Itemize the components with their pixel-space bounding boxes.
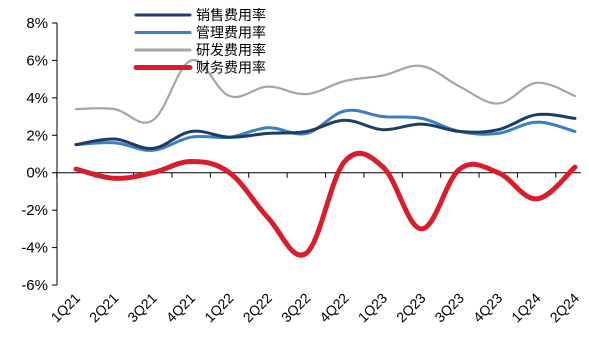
x-tick-label: 2Q24 [547, 290, 583, 326]
x-tick-label-group: 4Q23 [470, 290, 506, 326]
x-tick-label-group: 2Q21 [86, 290, 122, 326]
x-tick-label: 4Q22 [316, 290, 352, 326]
x-tick-label: 3Q23 [431, 290, 467, 326]
y-tick-label: -4% [21, 240, 48, 257]
y-tick-label: -6% [21, 277, 48, 294]
legend-label: 销售费用率 [196, 7, 266, 24]
x-tick-label-group: 4Q21 [163, 290, 199, 326]
x-tick-label-group: 2Q24 [547, 290, 583, 326]
x-tick-label: 1Q22 [201, 290, 237, 326]
x-tick-label: 4Q23 [470, 290, 506, 326]
y-tick-label: 6% [26, 52, 48, 69]
x-tick-label-group: 1Q22 [201, 290, 237, 326]
x-tick-label-group: 1Q21 [48, 290, 84, 326]
y-tick-label: 8% [26, 15, 48, 32]
x-tick-label: 1Q21 [48, 290, 84, 326]
x-tick-label: 3Q21 [124, 290, 160, 326]
x-axis: 1Q21 2Q21 3Q21 4Q21 1Q22 2Q22 3Q22 4Q22 1Q23 2Q23… [48, 172, 583, 326]
x-tick-label: 3Q22 [278, 290, 314, 326]
series-line-3 [73, 150, 578, 258]
x-tick-label-group: 2Q22 [240, 290, 276, 326]
x-tick-label-group: 3Q23 [431, 290, 467, 326]
legend-label: 财务费用率 [196, 60, 266, 77]
y-axis: 8% 6% 4% 2% 0% -2% -4% -6% [21, 15, 58, 294]
x-tick-label-group: 1Q23 [355, 290, 391, 326]
x-tick-label: 2Q21 [86, 290, 122, 326]
x-tick-label: 4Q21 [163, 290, 199, 326]
x-tick-label: 1Q23 [355, 290, 391, 326]
series-layer [73, 59, 578, 258]
series-line-0 [74, 112, 577, 150]
series-line-2 [74, 59, 577, 124]
y-tick-label: 4% [26, 90, 48, 107]
y-tick-label: 0% [26, 165, 48, 182]
x-tick-label-group: 1Q24 [508, 290, 544, 326]
x-tick-label: 2Q23 [393, 290, 429, 326]
legend-label: 管理费用率 [196, 25, 266, 42]
x-tick-label-group: 2Q23 [393, 290, 429, 326]
x-tick-label-group: 3Q21 [124, 290, 160, 326]
x-tick-label-group: 3Q22 [278, 290, 314, 326]
series-line-1 [74, 108, 577, 152]
x-tick-label: 2Q22 [240, 290, 276, 326]
x-tick-label-group: 4Q22 [316, 290, 352, 326]
y-tick-label: 2% [26, 127, 48, 144]
y-tick-label: -2% [21, 202, 48, 219]
x-tick-label: 1Q24 [508, 290, 544, 326]
legend-label: 研发费用率 [196, 42, 266, 59]
